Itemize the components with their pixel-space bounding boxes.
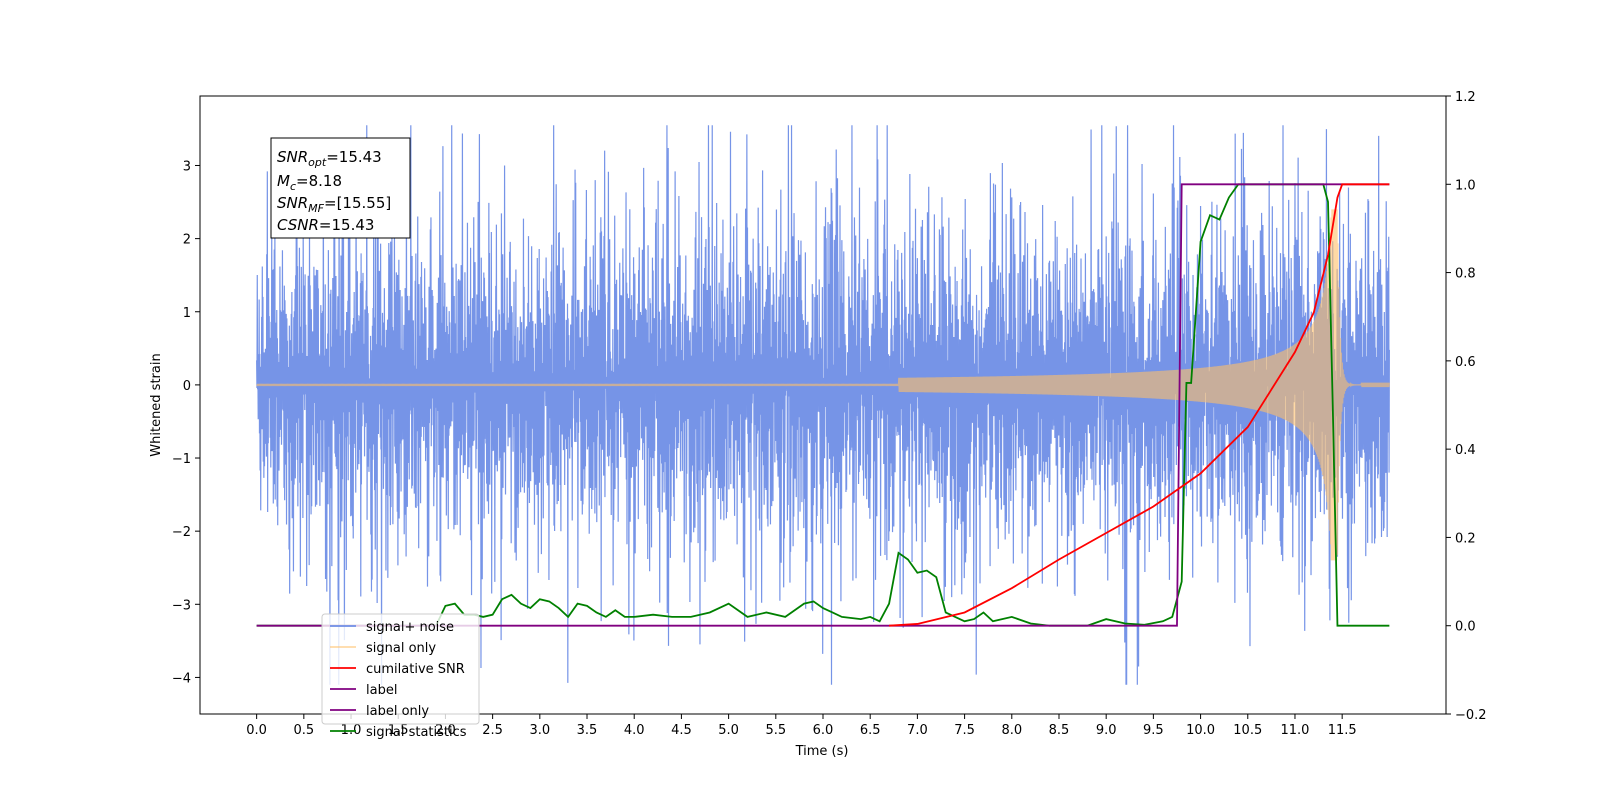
series-signal-only-line (256, 209, 1390, 561)
x-tick-label-11: 5.5 (765, 723, 786, 738)
y-axis-right: 1.2 1.0 0.8 0.6 0.4 0.2 0.0 −0.2 (1446, 90, 1487, 723)
series-layer (256, 125, 1390, 685)
annotation-snr-mf: SNRMF=[15.55] (277, 194, 391, 215)
x-tick-label-6: 3.0 (529, 723, 550, 738)
y-left-tick-label-7: −4 (172, 671, 191, 686)
y-right-tick-label-3: 0.6 (1455, 355, 1476, 370)
x-tick-label-12: 6.0 (813, 723, 834, 738)
legend-box (321, 613, 480, 725)
x-tick-label-15: 7.5 (954, 723, 975, 738)
y-right-tick-label-7: −0.2 (1455, 708, 1487, 723)
y-axis-left: 3 2 1 0 −1 −2 −3 −4 (172, 159, 200, 686)
y-left-tick-label-6: −3 (172, 598, 191, 613)
legend-label-1: signal only (366, 641, 436, 656)
annotation-box: SNRopt=15.43 Mc=8.18 SNRMF=[15.55] CSNR=… (270, 137, 411, 239)
x-tick-label-17: 8.5 (1049, 723, 1070, 738)
y-left-tick-label-5: −2 (172, 525, 191, 540)
x-tick-label-14: 7.0 (907, 723, 928, 738)
x-tick-label-23: 11.5 (1328, 723, 1357, 738)
x-tick-label-3: 1.5 (388, 723, 409, 738)
x-axis-label: Time (s) (795, 744, 849, 759)
x-tick-label-21: 10.5 (1233, 723, 1262, 738)
series-signal-statistics-line (256, 183, 1390, 627)
y-left-tick-label-4: −1 (172, 452, 191, 467)
y-right-tick-label-1: 1.0 (1455, 178, 1476, 193)
legend-label-4: label only (366, 704, 429, 719)
y-left-tick-label-1: 2 (183, 233, 191, 248)
y-left-tick-label-2: 1 (183, 306, 191, 321)
y-right-tick-label-2: 0.8 (1455, 267, 1476, 282)
series-signal-noise-line (256, 125, 1390, 685)
series-cumulative-snr-line (889, 183, 1390, 627)
x-tick-label-13: 6.5 (860, 723, 881, 738)
x-tick-label-5: 2.5 (482, 723, 503, 738)
x-tick-label-20: 10.0 (1186, 723, 1215, 738)
legend: signal+ noise signal only cumilative SNR la… (321, 613, 480, 740)
x-tick-label-18: 9.0 (1096, 723, 1117, 738)
legend-label-2: cumilative SNR (366, 662, 465, 677)
x-tick-label-19: 9.5 (1143, 723, 1164, 738)
y-left-tick-label-0: 3 (183, 159, 191, 174)
x-tick-label-0: 0.0 (246, 723, 267, 738)
x-tick-label-9: 4.5 (671, 723, 692, 738)
y-right-tick-label-5: 0.2 (1455, 531, 1476, 546)
x-tick-label-10: 5.0 (718, 723, 739, 738)
x-tick-label-4: 2.0 (435, 723, 456, 738)
x-tick-label-16: 8.0 (1001, 723, 1022, 738)
y-right-tick-label-4: 0.4 (1455, 443, 1476, 458)
x-tick-label-22: 11.0 (1280, 723, 1309, 738)
legend-label-5: signal statistics (366, 725, 467, 740)
x-tick-label-7: 3.5 (577, 723, 598, 738)
y-right-tick-label-0: 1.2 (1455, 90, 1476, 105)
annotation-snr-opt: SNRopt=15.43 (277, 148, 382, 169)
x-tick-label-8: 4.0 (624, 723, 645, 738)
annotation-mc: Mc=8.18 (277, 172, 342, 193)
legend-label-0: signal+ noise (366, 620, 454, 635)
legend-label-3: label (366, 683, 397, 698)
y-right-tick-label-6: 0.0 (1455, 620, 1476, 635)
y-left-tick-label-3: 0 (183, 379, 191, 394)
x-tick-label-1: 0.5 (293, 723, 314, 738)
x-axis: 0.0 0.5 1.0 1.5 2.0 2.5 3.0 3.5 4.0 4.5 5.0 5.5 6.0 6… (246, 714, 1357, 738)
annotation-csnr: CSNR=15.43 (277, 216, 374, 234)
y-axis-left-label: Whitened strain (149, 353, 164, 456)
